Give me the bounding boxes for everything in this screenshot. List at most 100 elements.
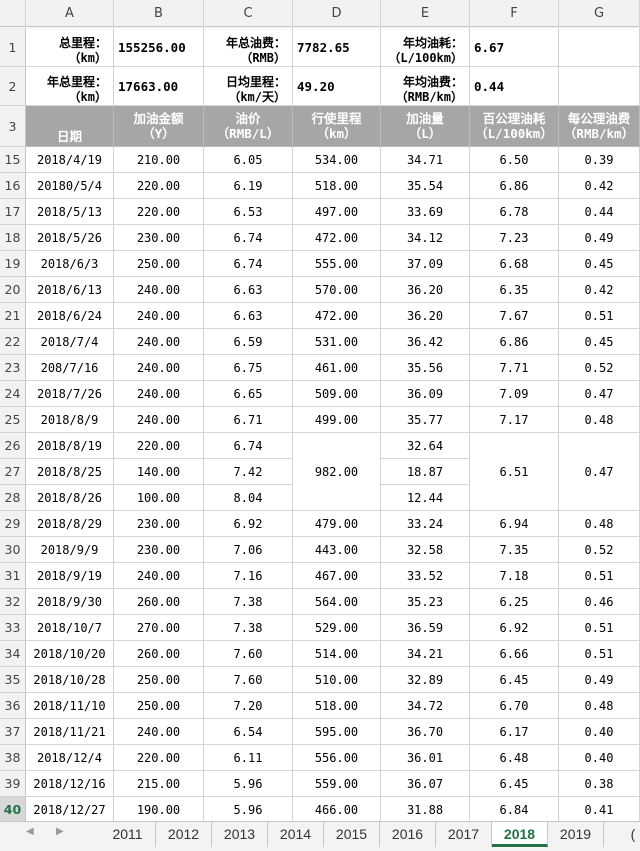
row-header-15[interactable]: 15: [0, 147, 26, 173]
row-header-34[interactable]: 34: [0, 641, 26, 667]
sheet-tab-2016[interactable]: 2016: [380, 822, 436, 847]
cell-km[interactable]: 534.00: [293, 147, 381, 173]
cell-amount[interactable]: 240.00: [114, 381, 204, 407]
cell-price[interactable]: 6.65: [204, 381, 293, 407]
cell-per100[interactable]: 7.23: [470, 225, 559, 251]
row-header-40[interactable]: 40: [0, 797, 26, 823]
cell-perkm[interactable]: 0.38: [559, 771, 640, 797]
cell-price[interactable]: 6.74: [204, 433, 293, 459]
row-header-38[interactable]: 38: [0, 745, 26, 771]
next-sheet-icon[interactable]: ▶: [56, 826, 64, 837]
cell-date[interactable]: 2018/8/9: [26, 407, 114, 433]
column-title-perkm[interactable]: 每公理油费 （RMB/km）: [559, 106, 640, 147]
row-header-32[interactable]: 32: [0, 589, 26, 615]
year-fuel-cost-value[interactable]: 7782.65: [293, 28, 381, 67]
column-title-amount[interactable]: 加油金额 （Y）: [114, 106, 204, 147]
cell-date[interactable]: 2018/10/28: [26, 667, 114, 693]
cell-date[interactable]: 208/7/16: [26, 355, 114, 381]
row-header-30[interactable]: 30: [0, 537, 26, 563]
cell-perkm[interactable]: 0.51: [559, 615, 640, 641]
row-header-31[interactable]: 31: [0, 563, 26, 589]
cell-price[interactable]: 7.38: [204, 589, 293, 615]
cell-km[interactable]: 466.00: [293, 797, 381, 823]
cell-date[interactable]: 2018/10/20: [26, 641, 114, 667]
row-header-35[interactable]: 35: [0, 667, 26, 693]
cell-date[interactable]: 2018/8/29: [26, 511, 114, 537]
empty-cell[interactable]: [559, 28, 640, 67]
cell-price[interactable]: 5.96: [204, 771, 293, 797]
column-header-g[interactable]: G: [559, 0, 640, 27]
cell-amount[interactable]: 260.00: [114, 589, 204, 615]
cell-date[interactable]: 2018/11/10: [26, 693, 114, 719]
cell-perkm[interactable]: 0.44: [559, 199, 640, 225]
cell-liters[interactable]: 37.09: [381, 251, 470, 277]
cell-date[interactable]: 2018/5/26: [26, 225, 114, 251]
cell-km[interactable]: 555.00: [293, 251, 381, 277]
cell-amount[interactable]: 270.00: [114, 615, 204, 641]
column-title-liters[interactable]: 加油量 （L）: [381, 106, 470, 147]
sheet-tab-2013[interactable]: 2013: [212, 822, 268, 847]
cell-price[interactable]: 6.19: [204, 173, 293, 199]
cell-amount[interactable]: 220.00: [114, 745, 204, 771]
cell-liters[interactable]: 36.20: [381, 303, 470, 329]
total-km-value[interactable]: 155256.00: [114, 28, 204, 67]
cell-per100[interactable]: 6.70: [470, 693, 559, 719]
cell-price[interactable]: 6.63: [204, 277, 293, 303]
cell-perkm[interactable]: 0.49: [559, 225, 640, 251]
cell-liters[interactable]: 33.69: [381, 199, 470, 225]
column-title-price[interactable]: 油价 （RMB/L）: [204, 106, 293, 147]
cell-date[interactable]: 2018/6/24: [26, 303, 114, 329]
prev-sheet-icon[interactable]: ◀: [26, 826, 34, 837]
avg-cost-label[interactable]: 年均油费： （RMB/km）: [381, 67, 470, 106]
cell-km[interactable]: 518.00: [293, 173, 381, 199]
cell-amount[interactable]: 240.00: [114, 277, 204, 303]
cell-km[interactable]: 529.00: [293, 615, 381, 641]
row-header-22[interactable]: 22: [0, 329, 26, 355]
cell-per100[interactable]: 6.48: [470, 745, 559, 771]
cell-liters[interactable]: 33.52: [381, 563, 470, 589]
row-header-16[interactable]: 16: [0, 173, 26, 199]
row-header-39[interactable]: 39: [0, 771, 26, 797]
cell-km[interactable]: 510.00: [293, 667, 381, 693]
cell-km[interactable]: 570.00: [293, 277, 381, 303]
sheet-tab-2019[interactable]: 2019: [548, 822, 604, 847]
cell-perkm[interactable]: 0.52: [559, 355, 640, 381]
row-header-21[interactable]: 21: [0, 303, 26, 329]
column-header-d[interactable]: D: [293, 0, 381, 27]
sheet-tab-2015[interactable]: 2015: [324, 822, 380, 847]
cell-perkm[interactable]: 0.45: [559, 251, 640, 277]
cell-km[interactable]: 467.00: [293, 563, 381, 589]
cell-price[interactable]: 7.60: [204, 641, 293, 667]
cell-amount[interactable]: 140.00: [114, 459, 204, 485]
cell-date[interactable]: 2018/8/26: [26, 485, 114, 511]
row-header-1[interactable]: 1: [0, 28, 26, 67]
cell-price[interactable]: 5.96: [204, 797, 293, 823]
cell-per100[interactable]: 6.50: [470, 147, 559, 173]
cell-km[interactable]: 531.00: [293, 329, 381, 355]
cell-date[interactable]: 2018/11/21: [26, 719, 114, 745]
cell-liters[interactable]: 35.23: [381, 589, 470, 615]
cell-per100[interactable]: 6.94: [470, 511, 559, 537]
cell-per100[interactable]: 6.68: [470, 251, 559, 277]
cell-liters[interactable]: 36.20: [381, 277, 470, 303]
cell-km[interactable]: 509.00: [293, 381, 381, 407]
cell-amount[interactable]: 100.00: [114, 485, 204, 511]
cell-amount[interactable]: 210.00: [114, 147, 204, 173]
cell-per100[interactable]: 7.67: [470, 303, 559, 329]
row-header-27[interactable]: 27: [0, 459, 26, 485]
cell-per100[interactable]: 7.35: [470, 537, 559, 563]
cell-km[interactable]: 443.00: [293, 537, 381, 563]
cell-amount[interactable]: 230.00: [114, 537, 204, 563]
cell-km[interactable]: 479.00: [293, 511, 381, 537]
cell-liters[interactable]: 33.24: [381, 511, 470, 537]
cell-km[interactable]: 497.00: [293, 199, 381, 225]
row-header-37[interactable]: 37: [0, 719, 26, 745]
cell-perkm[interactable]: 0.41: [559, 797, 640, 823]
cell-amount[interactable]: 240.00: [114, 563, 204, 589]
cell-km[interactable]: 499.00: [293, 407, 381, 433]
cell-per100[interactable]: 6.78: [470, 199, 559, 225]
cell-price[interactable]: 7.06: [204, 537, 293, 563]
cell-amount[interactable]: 240.00: [114, 719, 204, 745]
cell-amount[interactable]: 230.00: [114, 225, 204, 251]
avg-consumption-label[interactable]: 年均油耗： （L/100km）: [381, 28, 470, 67]
